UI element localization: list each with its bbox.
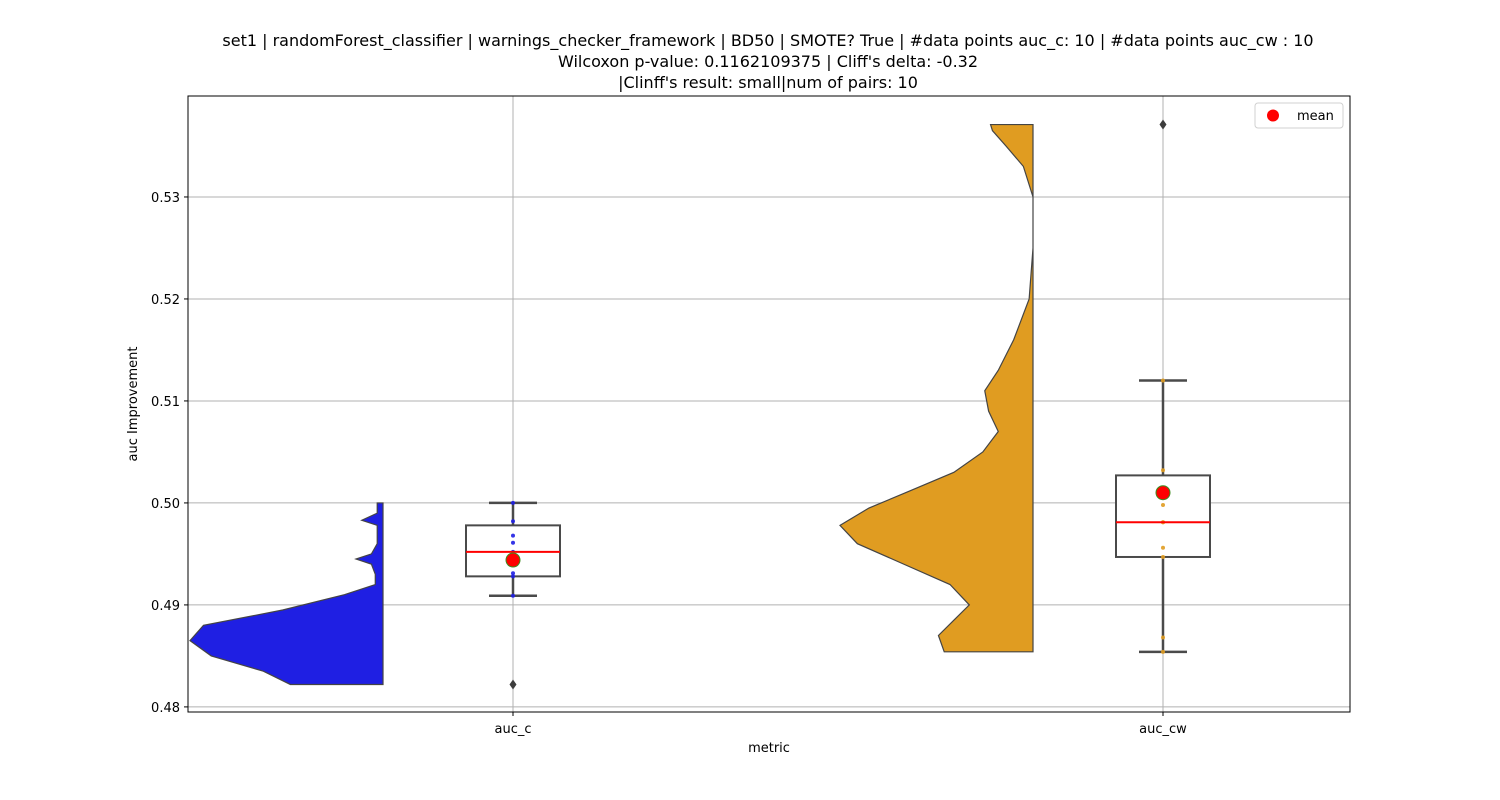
chart-title-line-2: Wilcoxon p-value: 0.1162109375 | Cliff's…: [558, 52, 978, 71]
legend: mean: [1254, 102, 1344, 129]
data-point-auc_c: [511, 574, 515, 579]
y-tick-label: 0.50: [151, 497, 180, 512]
chart-title: set1 | randomForest_classifier | warning…: [222, 31, 1313, 92]
mean-marker-auc_c: [505, 552, 521, 568]
data-point-auc_cw: [1161, 649, 1165, 654]
outlier-auc_cw: [1159, 119, 1167, 130]
data-point-auc_cw: [1161, 468, 1165, 473]
data-point-auc_c: [511, 519, 515, 524]
data-point-auc_c: [511, 540, 515, 545]
y-tick-label: 0.53: [151, 191, 180, 206]
data-point-auc_cw: [1161, 545, 1165, 550]
y-tick-label: 0.49: [151, 599, 180, 614]
data-point-auc_cw: [1161, 378, 1165, 383]
x-axis-label: metric: [748, 741, 790, 756]
legend-label-mean: mean: [1297, 109, 1334, 124]
data-point-auc_c: [511, 571, 515, 576]
x-tick-label: auc_c: [494, 722, 531, 737]
legend-box: [1254, 102, 1344, 129]
data-point-auc_cw: [1161, 554, 1165, 559]
data-point-auc_c: [511, 533, 515, 538]
legend-mean-marker: [1267, 109, 1279, 122]
violin-auc_cw: [839, 123, 1034, 653]
mean-marker-auc_cw: [1155, 485, 1171, 501]
data-point-auc_c: [511, 593, 515, 598]
y-tick-label: 0.51: [151, 395, 180, 410]
y-tick-label: 0.48: [151, 701, 180, 716]
chart-title-line-3: |Clinff's result: small|num of pairs: 10: [618, 73, 918, 92]
data-point-auc_cw: [1161, 502, 1165, 507]
x-tick-label: auc_cw: [1139, 722, 1187, 737]
outlier-auc_c: [509, 679, 517, 690]
data-point-auc_cw: [1161, 635, 1165, 640]
data-point-auc_c: [511, 500, 515, 505]
violin-auc_c: [189, 502, 384, 686]
y-axis-label: auc Improvement: [126, 347, 141, 462]
plot-area-frame: [187, 95, 1351, 713]
box-auc_cw: [1115, 474, 1211, 558]
y-tick-label: 0.52: [151, 293, 180, 308]
chart-title-line-1: set1 | randomForest_classifier | warning…: [222, 31, 1313, 51]
